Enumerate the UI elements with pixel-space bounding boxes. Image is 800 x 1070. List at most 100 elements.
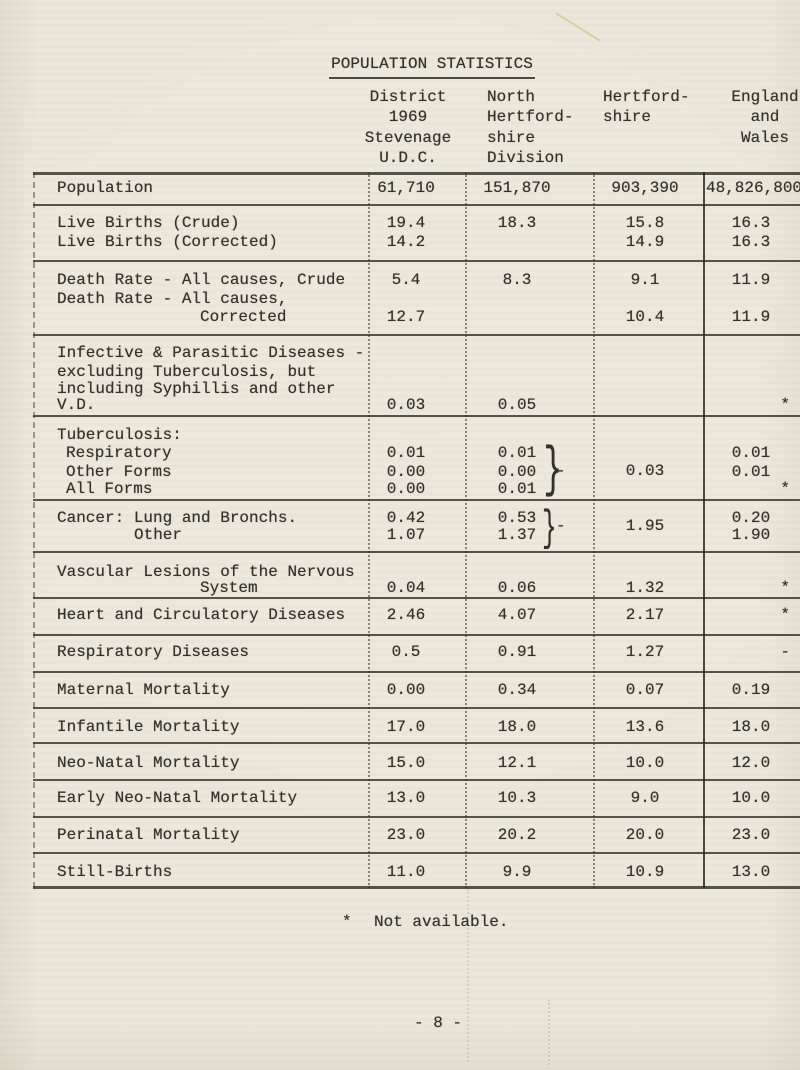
row-label: All Forms	[66, 480, 153, 498]
cell-value: 18.0	[497, 718, 537, 736]
row-label: Live Births (Crude)	[57, 214, 240, 232]
brace-icon: }	[541, 504, 557, 554]
cell-value: 0.01	[731, 463, 771, 481]
paper-smudge	[555, 12, 601, 42]
cell-value: 0.01	[731, 444, 771, 462]
row-label: Infective & Parasitic Diseases -	[57, 344, 365, 362]
cell-value: 0.03	[625, 462, 665, 480]
table-border-vertical	[368, 172, 370, 888]
cell-value: 1.90	[731, 526, 771, 544]
cell-value: 23.0	[386, 826, 426, 844]
cell-value-not-available: *	[780, 606, 790, 624]
cell-value: 15.0	[386, 754, 426, 772]
column-header-stevenage: U.D.C.	[379, 149, 437, 167]
column-header-stevenage: 1969	[388, 108, 428, 126]
cell-value: 23.0	[731, 826, 771, 844]
table-border-horizontal	[33, 779, 800, 781]
row-label: Cancer: Lung and Bronchs.	[57, 509, 298, 527]
cell-value: 0.01	[386, 444, 426, 462]
cell-value: 12.0	[731, 754, 771, 772]
cell-value: 1.07	[386, 526, 426, 544]
row-label: Neo-Natal Mortality	[57, 754, 240, 772]
row-label: Infantile Mortality	[57, 718, 240, 736]
cell-value: 0.00	[386, 463, 426, 481]
cell-value: 0.04	[386, 579, 426, 597]
cell-value: 0.03	[386, 396, 426, 414]
cell-value: 2.17	[625, 606, 665, 624]
column-header-stevenage: Stevenage	[364, 129, 452, 147]
cell-value-not-available: *	[780, 480, 790, 498]
brace-icon: }	[543, 438, 563, 502]
brace-dash: -	[556, 517, 566, 535]
cell-value: 11.9	[731, 308, 771, 326]
table-border-horizontal	[33, 742, 800, 744]
row-label: Respiratory	[66, 444, 172, 462]
brace-dash: -	[556, 462, 566, 480]
table-border-vertical	[465, 172, 467, 888]
cell-value: 13.0	[731, 863, 771, 881]
cell-value: 4.07	[497, 606, 537, 624]
page-number: - 8 -	[413, 1014, 462, 1032]
table-border-vertical	[703, 172, 705, 888]
cell-value: 14.9	[625, 233, 665, 251]
ghost-mark	[467, 889, 469, 1062]
cell-value: 0.00	[386, 681, 426, 699]
row-label: excluding Tuberculosis, but	[57, 363, 317, 381]
column-header-north-herts: Hertford-	[487, 108, 574, 126]
cell-value: 12.1	[497, 754, 537, 772]
cell-value: 0.00	[386, 480, 426, 498]
table-border-horizontal	[33, 886, 800, 889]
cell-value: 0.20	[731, 509, 771, 527]
footnote-text: Not available.	[374, 913, 509, 931]
cell-value: 1.32	[625, 579, 665, 597]
cell-value: 13.6	[625, 718, 665, 736]
cell-value: 0.34	[497, 681, 537, 699]
cell-value: 9.1	[630, 271, 660, 289]
table-border-horizontal	[33, 707, 800, 709]
cell-value: 1.27	[625, 643, 665, 661]
row-label: Perinatal Mortality	[57, 826, 240, 844]
cell-value: 18.3	[497, 214, 537, 232]
cell-value: 16.3	[731, 233, 771, 251]
cell-value: 0.06	[497, 579, 537, 597]
row-label: Early Neo-Natal Mortality	[57, 789, 298, 807]
row-label: Respiratory Diseases	[57, 643, 250, 661]
column-header-stevenage: District	[369, 88, 447, 106]
page-title: POPULATION STATISTICS	[329, 55, 535, 79]
cell-value: 0.01	[497, 444, 537, 462]
table-border-horizontal	[33, 597, 800, 599]
table-border-vertical	[593, 172, 595, 888]
row-label: System	[200, 579, 258, 597]
column-header-hertfordshire: Hertford-	[603, 88, 690, 106]
cell-value: 9.9	[502, 863, 532, 881]
table-border-horizontal	[33, 415, 800, 417]
cell-value: 14.2	[386, 233, 426, 251]
cell-value: 11.0	[386, 863, 426, 881]
table-border-horizontal	[33, 852, 800, 854]
cell-value: 0.01	[497, 480, 537, 498]
cell-value: 12.7	[386, 308, 426, 326]
table-border-horizontal	[33, 172, 800, 175]
table-border-horizontal	[33, 634, 800, 636]
table-border-horizontal	[33, 334, 800, 336]
cell-value: 0.5	[391, 643, 421, 661]
row-label: Corrected	[200, 308, 287, 326]
cell-value: 8.3	[502, 271, 532, 289]
cell-value: 9.0	[630, 789, 660, 807]
ghost-mark	[548, 1000, 550, 1065]
cell-value: 0.53	[497, 509, 537, 527]
row-label: Still-Births	[57, 863, 173, 881]
cell-value: 0.00	[497, 463, 537, 481]
cell-value: 18.0	[731, 718, 771, 736]
cell-value: 0.42	[386, 509, 426, 527]
cell-value: 10.0	[625, 754, 665, 772]
cell-value: 20.2	[497, 826, 537, 844]
row-label: Maternal Mortality	[57, 681, 230, 699]
row-label: Death Rate - All causes, Crude	[57, 271, 346, 289]
cell-value: 0.05	[497, 396, 537, 414]
cell-value: 151,870	[483, 179, 551, 197]
column-header-north-herts: shire	[487, 129, 536, 147]
cell-value: 0.19	[731, 681, 771, 699]
column-header-england-wales: England	[731, 88, 799, 106]
